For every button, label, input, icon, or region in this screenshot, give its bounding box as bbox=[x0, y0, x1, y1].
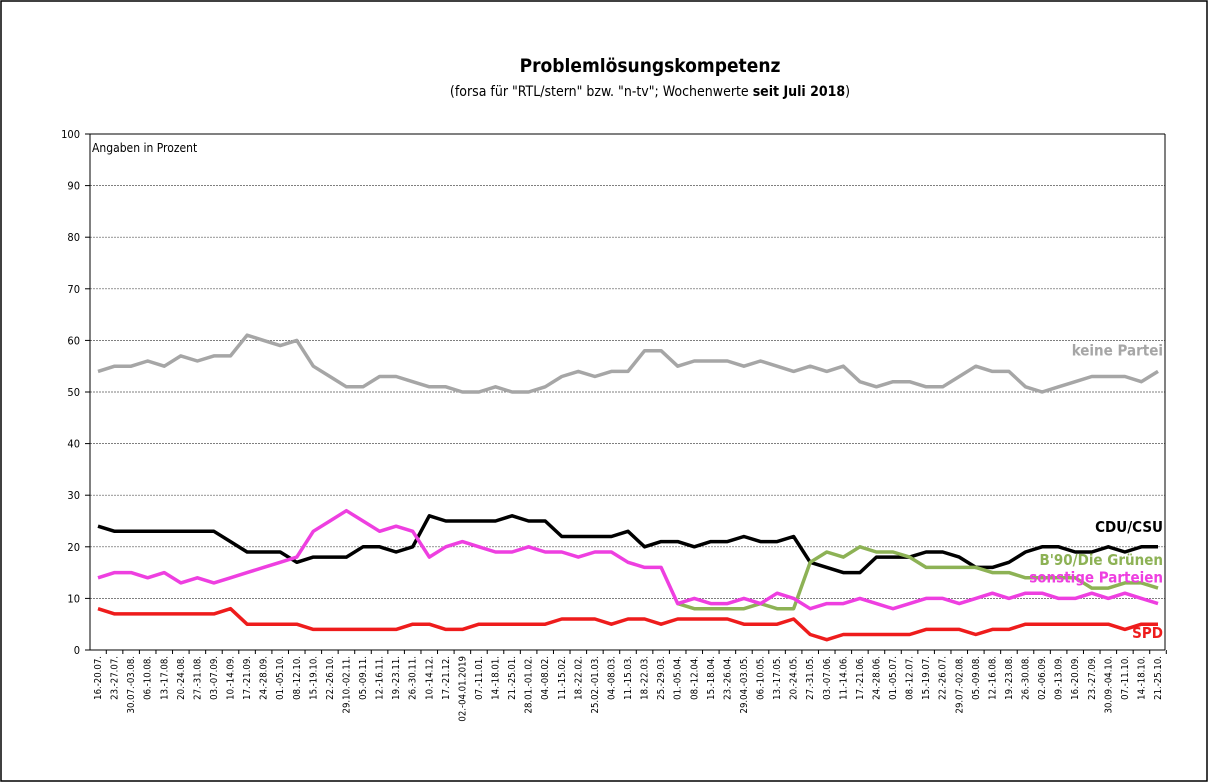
y-tick-label: 0 bbox=[74, 644, 80, 657]
x-tick-label: 06.-10.05. bbox=[756, 656, 767, 700]
x-tick-label: 12.-16.11. bbox=[375, 656, 386, 700]
series-line bbox=[97, 333, 1159, 394]
x-tick-label: 10.-14.09. bbox=[226, 656, 237, 700]
x-tick-label: 24.-28.06. bbox=[871, 656, 882, 700]
x-tick-label: 12.-16.08. bbox=[987, 656, 998, 700]
x-tick-label: 15.-19.07. bbox=[921, 656, 932, 700]
annotation: Angaben in Prozent bbox=[92, 141, 197, 155]
x-tick-label: 30.09.-04.10. bbox=[1103, 656, 1114, 713]
x-tick-label: 19.-23.11. bbox=[391, 656, 402, 700]
x-tick-label: 27.-31.05. bbox=[805, 656, 816, 700]
x-tick-label: 29.04.-03.05. bbox=[739, 656, 750, 713]
x-tick-label: 11.-15.02. bbox=[557, 656, 568, 700]
x-tick-label: 26.-30.11. bbox=[408, 656, 419, 700]
x-tick-label: 02.-04.01.2019 bbox=[457, 656, 468, 722]
x-tick-label: 08.-12.10. bbox=[292, 656, 303, 700]
x-tick-label: 07.-11.01. bbox=[474, 656, 485, 700]
x-tick-label: 21.-25.01. bbox=[507, 656, 518, 700]
x-tick-label: 11.-14.06. bbox=[838, 656, 849, 700]
x-tick-label: 14.-18.10. bbox=[1136, 656, 1147, 700]
x-tick-label: 03.-07.09. bbox=[209, 656, 220, 700]
series-line bbox=[97, 508, 1159, 611]
x-tick-label: 20.-24.05. bbox=[789, 656, 800, 700]
x-tick-label: 23.-27.07. bbox=[110, 656, 121, 700]
x-tick-label: 24.-28.09. bbox=[259, 656, 270, 700]
x-tick-label: 21.-25.10. bbox=[1153, 656, 1164, 700]
x-tick-label: 17.-21.09. bbox=[242, 656, 253, 700]
series-line bbox=[97, 606, 1158, 642]
x-tick-label: 22.-26.10. bbox=[325, 656, 336, 700]
x-tick-label: 30.07.-03.08. bbox=[126, 656, 137, 713]
x-tick-label: 26.-30.08. bbox=[1021, 656, 1032, 700]
x-tick-label: 03.-07.06. bbox=[822, 656, 833, 700]
x-tick-label: 20.-24.08. bbox=[176, 656, 187, 700]
x-tick-label: 08.-12.07. bbox=[905, 656, 916, 700]
x-tick-label: 28.01.-01.02. bbox=[524, 656, 535, 713]
x-tick-label: 15.-18.04. bbox=[706, 656, 717, 700]
y-tick-label: 60 bbox=[67, 334, 80, 347]
series-label: keine Partei bbox=[1072, 341, 1163, 359]
x-tick-label: 08.-12.04. bbox=[689, 656, 700, 700]
y-tick-label: 20 bbox=[67, 541, 80, 554]
x-tick-label: 29.10.-02.11. bbox=[341, 656, 352, 713]
x-tick-label: 01.-05.07. bbox=[888, 656, 899, 700]
x-tick-label: 18.-22.02. bbox=[573, 656, 584, 700]
x-tick-label: 25.02.-01.03. bbox=[590, 656, 601, 713]
x-tick-label: 17.-21.12. bbox=[441, 656, 452, 700]
x-tick-label: 02.-06.09. bbox=[1037, 656, 1048, 700]
series-label: B'90/Die Grünen bbox=[1039, 551, 1163, 569]
x-tick-label: 16.-20.07. bbox=[93, 656, 104, 700]
x-tick-label: 05.-09.08. bbox=[971, 656, 982, 700]
x-tick-label: 23.-26.04. bbox=[722, 656, 733, 700]
x-tick-label: 10.-14.12. bbox=[424, 656, 435, 700]
x-tick-label: 01.-05.10. bbox=[275, 656, 286, 700]
x-tick-label: 01.-05.04. bbox=[673, 656, 684, 700]
x-tick-label: 06.-10.08. bbox=[143, 656, 154, 700]
x-tick-label: 09.-13.09. bbox=[1054, 656, 1065, 700]
x-tick-label: 19.-23.08. bbox=[1004, 656, 1015, 700]
y-tick-label: 70 bbox=[67, 283, 80, 296]
series-label: sonstige Parteien bbox=[1029, 569, 1163, 587]
x-tick-label: 16.-20.09. bbox=[1070, 656, 1081, 700]
x-tick-label: 23.-27.09. bbox=[1087, 656, 1098, 700]
y-tick-label: 50 bbox=[67, 386, 80, 399]
x-tick-label: 13.-17.08. bbox=[159, 656, 170, 700]
subtitle-part: seit Juli 2018 bbox=[753, 84, 845, 100]
x-tick-label: 15.-19.10. bbox=[308, 656, 319, 700]
x-tick-label: 07.-11.10. bbox=[1120, 656, 1131, 700]
y-tick-label: 10 bbox=[67, 592, 80, 605]
x-tick-label: 04.-08.02. bbox=[540, 656, 551, 700]
x-tick-label: 17.-21.06. bbox=[855, 656, 866, 700]
x-tick-label: 13.-17.05. bbox=[772, 656, 783, 700]
y-tick-label: 90 bbox=[67, 180, 80, 193]
x-tick-label: 11.-15.03. bbox=[623, 656, 634, 700]
subtitle-part: (forsa für "RTL/stern" bzw. "n-tv"; Woch… bbox=[450, 84, 753, 100]
x-tick-label: 22.-26.07. bbox=[938, 656, 949, 700]
y-tick-label: 40 bbox=[67, 438, 80, 451]
x-tick-label: 27.-31.08. bbox=[192, 656, 203, 700]
subtitle-part: ) bbox=[845, 84, 850, 100]
chart-title: Problemlösungskompetenz bbox=[520, 55, 781, 77]
y-tick-label: 30 bbox=[67, 489, 80, 502]
chart-subtitle: (forsa für "RTL/stern" bzw. "n-tv"; Woch… bbox=[450, 84, 850, 100]
x-tick-label: 04.-08.03. bbox=[606, 656, 617, 700]
series-label: CDU/CSU bbox=[1095, 518, 1163, 536]
x-tick-label: 14.-18.01. bbox=[491, 656, 502, 700]
x-tick-label: 29.07.-02.08. bbox=[954, 656, 965, 713]
x-tick-label: 25.-29.03. bbox=[656, 656, 667, 700]
x-tick-label: 05.-09.11. bbox=[358, 656, 369, 700]
y-tick-label: 100 bbox=[61, 128, 80, 141]
x-tick-label: 18.-22.03. bbox=[640, 656, 651, 700]
series-label: SPD bbox=[1132, 624, 1163, 642]
y-tick-label: 80 bbox=[67, 231, 80, 244]
